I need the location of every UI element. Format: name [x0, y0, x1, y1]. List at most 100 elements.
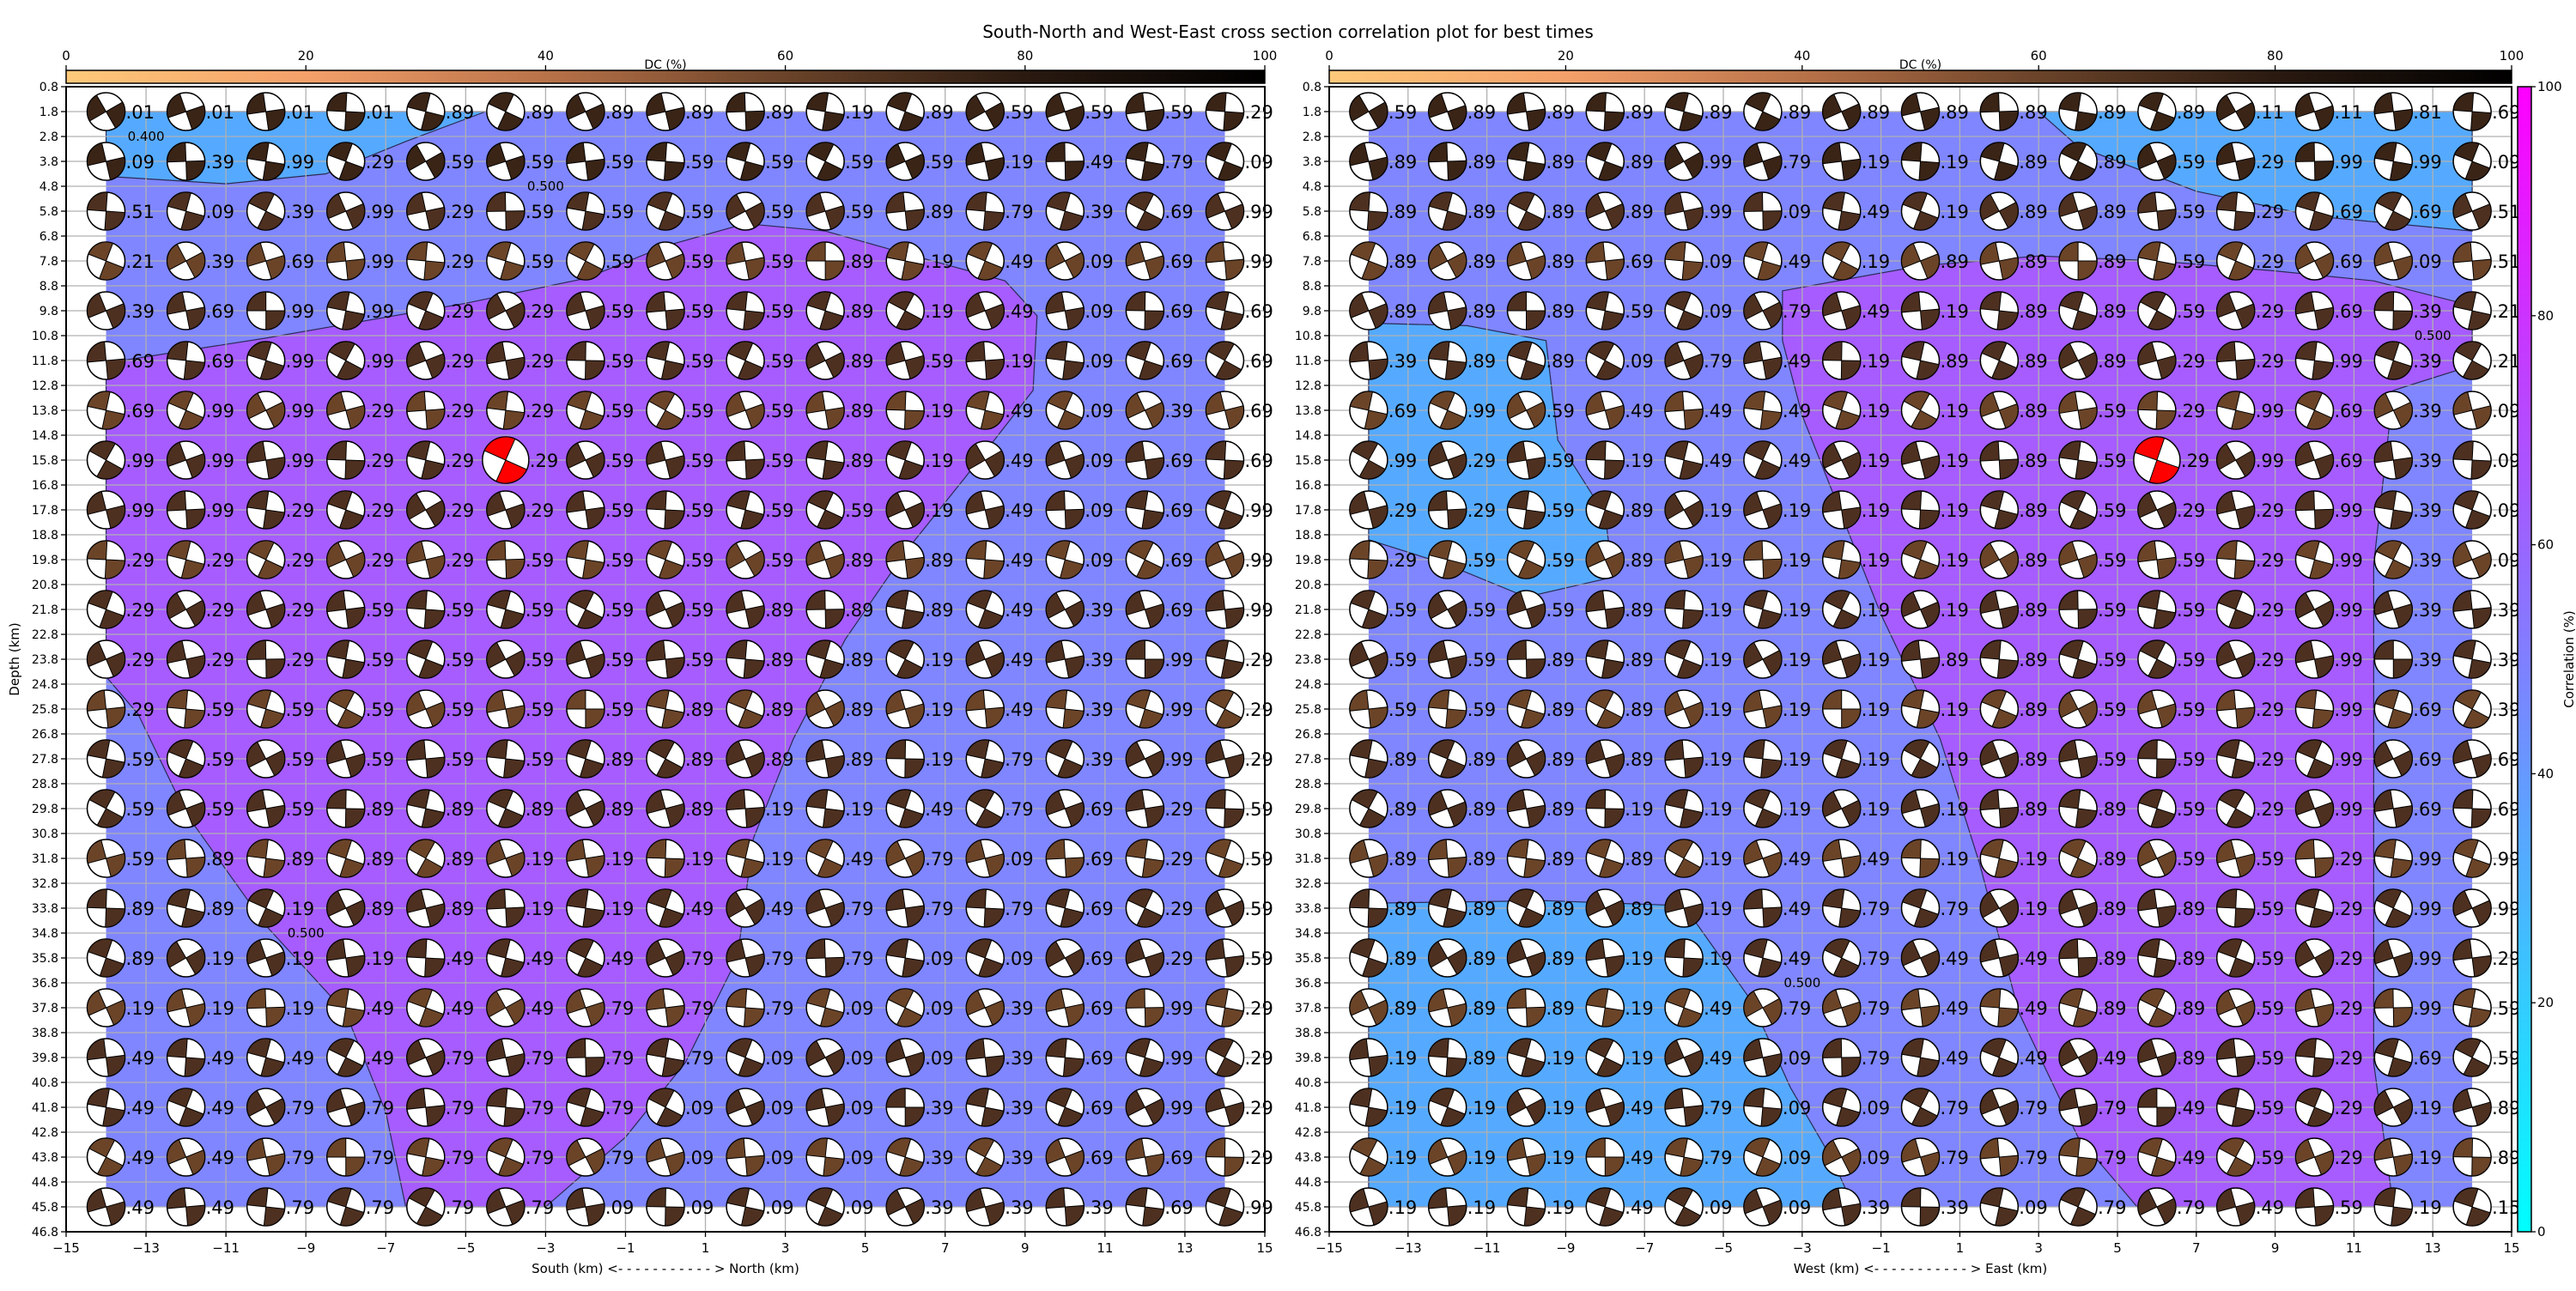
beachball-quadrant — [406, 540, 427, 565]
time-label: .89 — [1625, 102, 1653, 123]
beachball-quadrant — [2452, 92, 2475, 112]
time-label: .69 — [126, 401, 155, 421]
beachball-marker: .49 — [965, 590, 1034, 629]
beachball-marker: .19 — [566, 839, 634, 878]
time-label: .99 — [2335, 700, 2363, 720]
time-label: .59 — [845, 152, 873, 173]
beachball-quadrant — [1224, 1156, 1244, 1177]
time-label: .59 — [685, 301, 714, 322]
beachball-quadrant — [105, 101, 126, 129]
beachball-quadrant — [1045, 142, 1066, 162]
time-label: .99 — [2335, 500, 2363, 521]
time-label: .89 — [206, 849, 234, 870]
y-tick-label: 18.8 — [32, 529, 58, 542]
beachball-marker: .59 — [166, 689, 234, 729]
y-axis-label: Depth (km) — [7, 622, 22, 695]
time-label: .09 — [845, 1048, 873, 1069]
y-tick-label: 13.8 — [1295, 404, 1321, 418]
beachball-marker: .89 — [646, 789, 714, 828]
time-label: .19 — [1783, 650, 1811, 670]
beachball-quadrant — [819, 310, 844, 330]
time-label: .49 — [126, 1098, 155, 1118]
beachball-quadrant — [167, 790, 187, 816]
beachball-quadrant — [167, 191, 191, 212]
beachball-quadrant — [1045, 790, 1066, 816]
beachball-quadrant — [886, 241, 909, 262]
beachball-marker: .59 — [885, 142, 954, 181]
time-label: .99 — [286, 451, 314, 471]
beachball-marker: .89 — [646, 92, 714, 131]
time-label: .29 — [286, 650, 314, 670]
beachball-quadrant — [1062, 360, 1084, 380]
beachball-quadrant — [344, 808, 366, 828]
time-label: .59 — [925, 152, 953, 173]
time-label: .49 — [2019, 1048, 2047, 1069]
x-axis-label: South (km) <- - - - - - - - - - - > Nort… — [532, 1261, 799, 1276]
time-label: .39 — [1005, 998, 1033, 1019]
time-label: .79 — [845, 949, 873, 969]
time-label: .39 — [1941, 1197, 1969, 1218]
beachball-marker: .29 — [486, 341, 554, 380]
y-tick-label: 44.8 — [1295, 1176, 1321, 1190]
y-tick-label: 40.8 — [1295, 1076, 1321, 1090]
beachball-quadrant — [1841, 1203, 1862, 1227]
time-label: .49 — [126, 1048, 155, 1069]
time-label: .29 — [446, 401, 474, 421]
y-tick-label: 37.8 — [1295, 1002, 1321, 1015]
time-label: .99 — [2335, 550, 2363, 571]
time-label: .89 — [1388, 949, 1417, 969]
beachball-quadrant — [87, 641, 107, 668]
beachball-quadrant — [1141, 509, 1164, 530]
time-label: .59 — [605, 650, 634, 670]
y-tick-label: 16.8 — [32, 479, 58, 493]
time-label: .69 — [2413, 799, 2441, 820]
time-label: .09 — [845, 1148, 873, 1168]
time-label: .89 — [2019, 351, 2047, 372]
time-label: .29 — [206, 600, 234, 621]
time-label: .99 — [1244, 202, 1273, 222]
beachball-quadrant — [965, 839, 986, 864]
beachball-quadrant — [486, 540, 507, 561]
time-label: .89 — [1625, 700, 1653, 720]
time-label: .19 — [1862, 550, 1890, 571]
beachball-marker: .19 — [885, 241, 954, 281]
beachball-quadrant — [247, 341, 272, 361]
y-tick-label: 42.8 — [32, 1126, 58, 1140]
beachball-marker: .29 — [325, 440, 394, 480]
beachball-quadrant — [185, 508, 206, 530]
beachball-quadrant — [487, 789, 514, 809]
time-label: .19 — [1388, 1098, 1417, 1118]
time-label: .19 — [206, 949, 234, 969]
time-label: .89 — [446, 102, 474, 123]
x-tick-label: −3 — [536, 1240, 555, 1256]
time-label: .29 — [2492, 949, 2520, 969]
beachball-quadrant — [183, 360, 206, 380]
dc-tick-label: 20 — [1558, 48, 1574, 64]
time-label: .19 — [2413, 1098, 2441, 1118]
time-label: .19 — [1467, 1197, 1496, 1218]
time-label: .89 — [2098, 252, 2126, 272]
beachball-quadrant — [739, 161, 764, 181]
beachball-marker: .29 — [1205, 639, 1273, 679]
beachball-quadrant — [648, 391, 676, 411]
time-label: .09 — [2492, 500, 2520, 521]
time-label: .89 — [765, 650, 793, 670]
beachball-quadrant — [727, 689, 753, 710]
time-label: .69 — [1388, 401, 1417, 421]
dc-colorbar-label: DC (%) — [1899, 58, 1941, 72]
time-label: .49 — [2177, 1148, 2205, 1168]
time-label: .49 — [206, 1197, 234, 1218]
y-tick-label: 30.8 — [32, 827, 58, 841]
beachball-marker: .59 — [246, 789, 314, 828]
beachball-quadrant — [822, 808, 845, 828]
beachball-quadrant — [87, 839, 107, 864]
y-tick-label: 3.8 — [39, 155, 58, 169]
beachball-quadrant — [566, 292, 586, 317]
beachball-quadrant — [87, 94, 107, 122]
time-label: .19 — [1704, 849, 1732, 870]
time-label: .89 — [366, 799, 394, 820]
beachball-quadrant — [246, 689, 272, 710]
correlation-tick-label: 60 — [2537, 537, 2554, 553]
beachball-quadrant — [807, 839, 834, 859]
time-label: .59 — [1084, 102, 1113, 123]
